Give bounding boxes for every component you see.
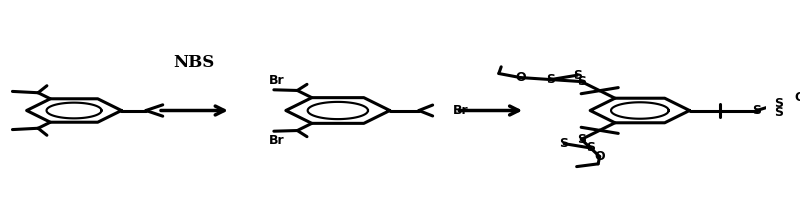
Text: S: S [546, 73, 555, 86]
Text: S: S [573, 69, 582, 82]
Text: O: O [594, 150, 605, 163]
Text: S: S [559, 137, 569, 150]
Text: Br: Br [269, 134, 284, 147]
Text: Br: Br [453, 104, 469, 117]
Text: S: S [752, 104, 762, 117]
Text: O: O [515, 71, 526, 84]
Text: S: S [577, 133, 586, 146]
Text: S: S [774, 106, 782, 119]
Text: Br: Br [269, 74, 284, 87]
Text: S: S [577, 75, 586, 88]
Text: S: S [586, 141, 595, 154]
Text: S: S [774, 97, 782, 110]
Text: NBS: NBS [174, 54, 214, 71]
Text: O: O [794, 91, 800, 104]
